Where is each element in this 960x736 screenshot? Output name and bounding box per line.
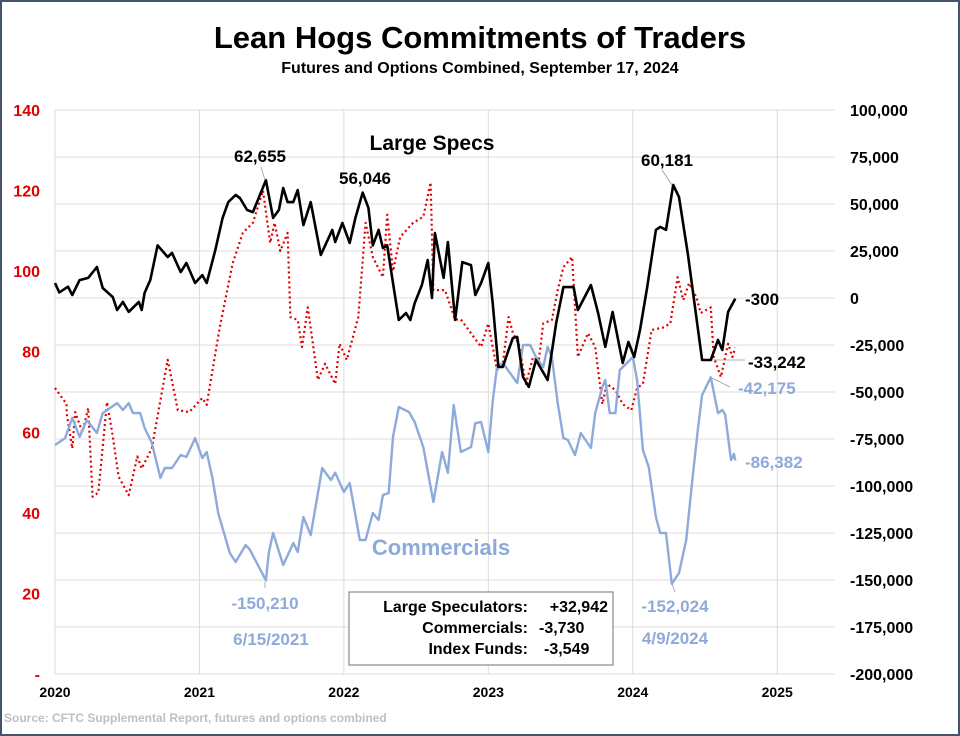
change-value-large-specs: +32,942 — [550, 599, 608, 616]
x-tick-label: 2025 — [762, 684, 793, 700]
chart-title: Lean Hogs Commitments of Traders — [214, 20, 746, 55]
right-tick-label: -100,000 — [850, 479, 913, 496]
change-value-index-funds: -3,549 — [544, 641, 589, 658]
change-label-index-funds: Index Funds: — [428, 641, 528, 658]
x-tick-label: 2021 — [184, 684, 215, 700]
price-line-dotted — [54, 181, 737, 498]
right-tick-label: 100,000 — [850, 103, 908, 120]
annotation-comm-last: -86,382 — [745, 453, 803, 472]
change-label-large-specs: Large Speculators: — [383, 599, 528, 616]
x-tick-label: 2022 — [328, 684, 359, 700]
annotation-ls-peak-2022: 56,046 — [339, 169, 391, 188]
weekly-change-box: Large Speculators: +32,942 Commercials: … — [348, 591, 614, 666]
right-tick-label: -25,000 — [850, 338, 904, 355]
annotation-comm-low-2024: -152,024 — [641, 597, 709, 616]
left-axis-ticks: - 20 40 60 80 100 120 140 — [13, 103, 40, 684]
annotation-ls-last: -300 — [745, 290, 779, 309]
chart-subtitle: Futures and Options Combined, September … — [281, 60, 679, 77]
change-label-commercials: Commercials: — [422, 620, 528, 637]
right-tick-label: 0 — [850, 291, 859, 308]
left-tick-label: 80 — [22, 345, 40, 362]
series-lines — [53, 178, 737, 585]
x-tick-label: 2020 — [39, 684, 70, 700]
source-note: Source: CFTC Supplemental Report, future… — [4, 711, 387, 725]
annotation-ls-peak-2021: 62,655 — [234, 147, 286, 166]
annotation-comm-low-2021: -150,210 — [231, 594, 298, 613]
annotation-comm-low-2024-date: 4/9/2024 — [642, 629, 709, 648]
large-specs-label: Large Specs — [370, 132, 495, 155]
right-tick-label: 75,000 — [850, 150, 899, 167]
annotation-ls-peak-2024: 60,181 — [641, 151, 693, 170]
left-tick-label: 20 — [22, 586, 40, 603]
annotation-comm-low-2021-date: 6/15/2021 — [233, 630, 309, 649]
right-tick-label: -200,000 — [850, 667, 913, 684]
x-tick-label: 2024 — [617, 684, 648, 700]
gridlines — [54, 109, 835, 675]
right-tick-label: -50,000 — [850, 385, 904, 402]
x-tick-label: 2023 — [473, 684, 504, 700]
change-value-commercials: -3,730 — [539, 620, 584, 637]
left-tick-label: 40 — [22, 506, 40, 523]
large-specs-line — [53, 178, 737, 389]
left-tick-label: 100 — [13, 264, 40, 281]
annotation-ls-level: -33,242 — [748, 353, 806, 372]
right-axis-ticks: -200,000 -175,000 -150,000 -125,000 -100,000… — [850, 103, 913, 684]
commercials-line — [54, 343, 737, 585]
commercials-label: Commercials — [372, 535, 510, 560]
right-tick-label: -150,000 — [850, 573, 913, 590]
right-tick-label: 25,000 — [850, 244, 899, 261]
right-tick-label: -75,000 — [850, 432, 904, 449]
annotation-leaders — [260, 166, 745, 593]
left-tick-label: 120 — [13, 184, 40, 201]
right-tick-label: 50,000 — [850, 197, 899, 214]
left-tick-label: - — [35, 667, 40, 684]
x-axis-ticks: 2020 2021 2022 2023 2024 2025 — [39, 684, 793, 700]
right-tick-label: -125,000 — [850, 526, 913, 543]
left-tick-label: 140 — [13, 103, 40, 120]
left-tick-label: 60 — [22, 425, 40, 442]
right-tick-label: -175,000 — [850, 620, 913, 637]
annotation-comm-level: -42,175 — [738, 379, 796, 398]
